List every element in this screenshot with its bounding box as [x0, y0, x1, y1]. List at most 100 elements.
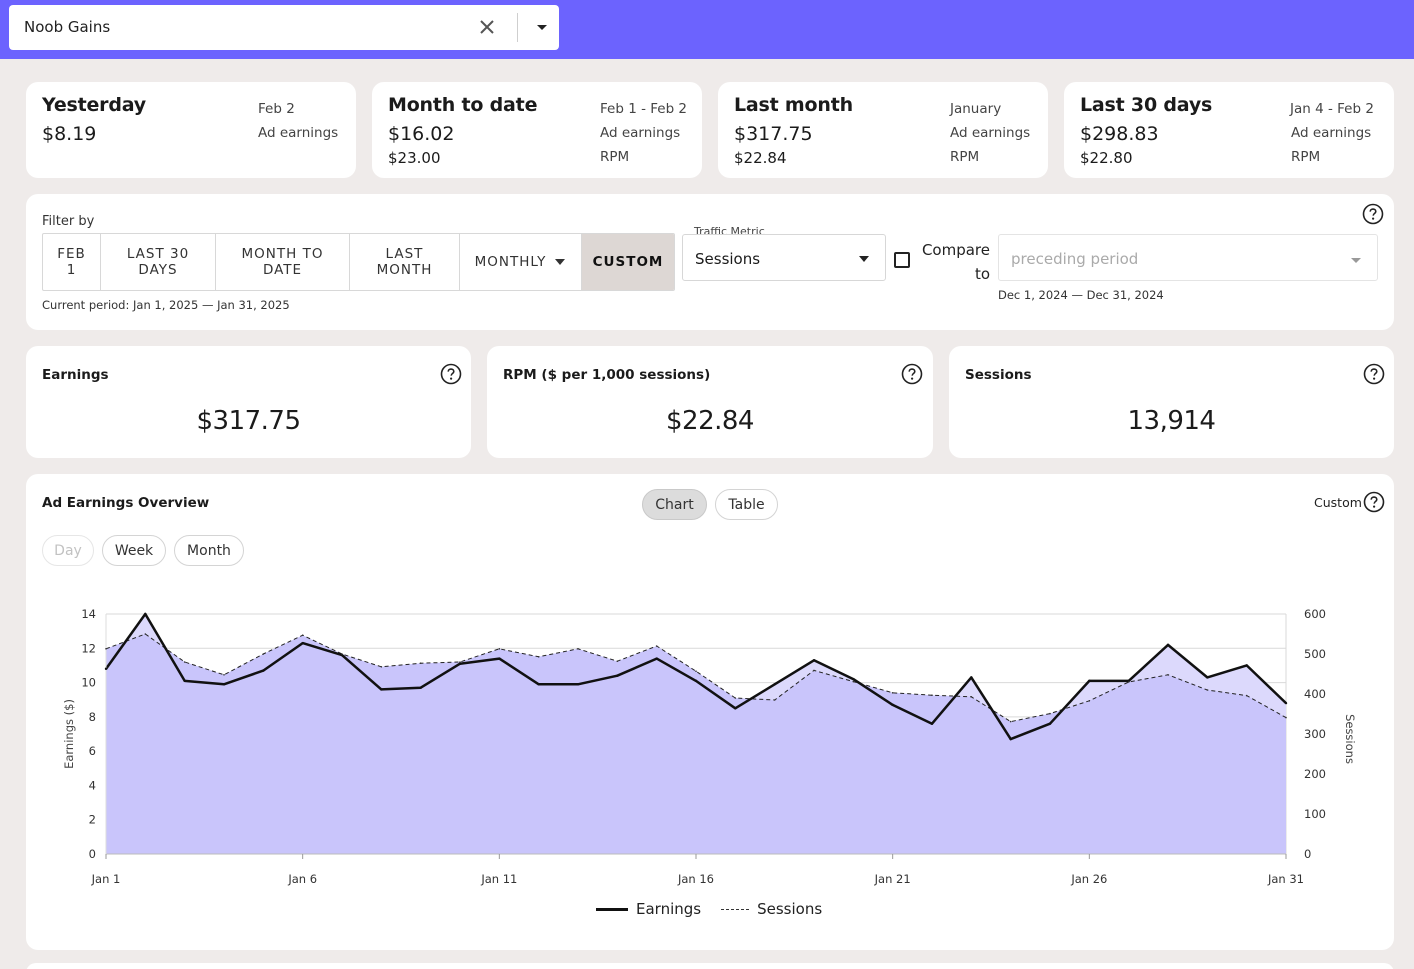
- summary-value: $16.02: [388, 123, 455, 145]
- button-label-line: FEB: [57, 246, 86, 262]
- site-selector[interactable]: Noob Gains: [9, 5, 559, 50]
- compare-checkbox[interactable]: [894, 252, 910, 268]
- sessions-point: [459, 661, 461, 663]
- summary-label-rpm: RPM: [950, 149, 980, 165]
- stat-title: Sessions: [965, 367, 1032, 383]
- help-icon[interactable]: [440, 363, 462, 385]
- button-label: CUSTOM: [592, 254, 664, 270]
- sessions-point: [105, 648, 107, 650]
- earnings-point: [537, 683, 540, 686]
- y2-tick-label: 400: [1304, 687, 1326, 701]
- period-monthly-dropdown[interactable]: MONTHLY: [460, 234, 582, 290]
- sessions-point: [1049, 712, 1051, 715]
- sessions-point: [852, 680, 855, 683]
- help-icon[interactable]: [901, 363, 923, 385]
- earnings-point: [340, 653, 344, 657]
- pill-label: Week: [114, 542, 154, 559]
- summary-value: $8.19: [42, 123, 97, 145]
- earnings-point: [1206, 676, 1209, 679]
- summary-card-month-to-date: Month to date $16.02 $23.00 Feb 1 - Feb …: [372, 82, 702, 178]
- summary-rpm-value: $22.84: [734, 149, 787, 167]
- clear-icon[interactable]: [476, 16, 498, 38]
- summary-title: Last month: [734, 94, 853, 116]
- traffic-metric-select[interactable]: Sessions: [682, 234, 886, 281]
- earnings-point: [1166, 643, 1170, 647]
- help-icon[interactable]: [1362, 203, 1384, 225]
- granularity-month-button[interactable]: Month: [174, 535, 244, 566]
- earnings-point: [1088, 679, 1091, 683]
- current-period-text: Current period: Jan 1, 2025 — Jan 31, 20…: [42, 298, 290, 312]
- earnings-point: [104, 667, 108, 671]
- tab-table[interactable]: Table: [715, 489, 778, 520]
- period-month-to-date-button[interactable]: MONTH TO DATE: [216, 234, 350, 290]
- summary-range: Feb 1 - Feb 2: [600, 101, 688, 117]
- sessions-point: [655, 645, 658, 647]
- tab-chart[interactable]: Chart: [642, 489, 707, 520]
- button-label-line: MONTH TO: [241, 246, 324, 262]
- summary-label-earnings: Ad earnings: [950, 125, 1031, 141]
- earnings-chart: 0 2 4 6 8 10 12 14 0 100 200 300 400 500 600 Jan 1 Jan 6…: [62, 607, 1357, 886]
- help-icon[interactable]: [1363, 491, 1385, 513]
- x-tick-label: Jan 1: [91, 872, 121, 886]
- compare-period-text: Dec 1, 2024 — Dec 31, 2024: [998, 288, 1164, 302]
- sessions-point: [262, 653, 265, 655]
- summary-range: January: [950, 101, 1002, 117]
- earnings-point: [694, 679, 698, 683]
- summary-title: Yesterday: [42, 94, 146, 116]
- compare-period-select[interactable]: preceding period: [998, 234, 1378, 281]
- chevron-down-icon[interactable]: [532, 17, 552, 37]
- period-last-month-button[interactable]: LAST MONTH: [350, 234, 460, 290]
- period-custom-button[interactable]: CUSTOM: [582, 234, 674, 290]
- sessions-point: [577, 648, 579, 650]
- sessions-point: [341, 653, 343, 655]
- x-tick-label: Jan 6: [287, 872, 317, 886]
- earnings-point: [498, 657, 501, 660]
- x-tick-label: Jan 31: [1267, 872, 1304, 886]
- stat-value: 13,914: [1127, 406, 1216, 436]
- stat-card-earnings: Earnings $317.75: [26, 346, 471, 458]
- button-label-line: DAYS: [138, 262, 178, 278]
- period-button-group: FEB 1 LAST 30 DAYS MONTH TO DATE LAST MONTH …: [42, 233, 675, 291]
- y-tick-label: 2: [89, 813, 96, 827]
- earnings-point: [616, 674, 619, 677]
- sessions-point: [537, 656, 540, 658]
- selector-divider: [517, 13, 518, 42]
- y-tick-label: 4: [89, 778, 96, 792]
- y2-tick-label: 100: [1304, 807, 1326, 821]
- earnings-point: [734, 707, 737, 710]
- sessions-point: [380, 666, 383, 668]
- next-card-edge: [26, 963, 1394, 969]
- y2-tick-label: 0: [1304, 847, 1311, 861]
- earnings-point: [183, 679, 186, 683]
- summary-rpm-value: $22.80: [1080, 149, 1133, 167]
- earnings-point: [301, 641, 304, 645]
- button-label-line: 1: [66, 262, 77, 278]
- summary-range: Jan 4 - Feb 2: [1290, 101, 1374, 117]
- summary-range: Feb 2: [258, 101, 295, 117]
- y2-tick-label: 500: [1304, 647, 1326, 661]
- period-feb-1-button[interactable]: FEB 1: [43, 234, 101, 290]
- caret-down-icon: [1351, 258, 1361, 263]
- help-icon[interactable]: [1363, 363, 1385, 385]
- summary-title: Month to date: [388, 94, 538, 116]
- stat-card-sessions: Sessions 13,914: [949, 346, 1394, 458]
- summary-value: $298.83: [1080, 123, 1159, 145]
- stat-title: RPM ($ per 1,000 sessions): [503, 367, 711, 383]
- caret-down-icon: [555, 259, 566, 265]
- tab-label: Table: [728, 496, 765, 513]
- granularity-day-button[interactable]: Day: [42, 535, 94, 566]
- compare-label-line: to: [974, 265, 990, 283]
- period-last-30-days-button[interactable]: LAST 30 DAYS: [101, 234, 216, 290]
- sessions-point: [970, 696, 973, 698]
- earnings-point: [1284, 701, 1288, 705]
- summary-label-rpm: RPM: [600, 149, 630, 165]
- sessions-area: [106, 634, 1286, 854]
- summary-card-last-30-days: Last 30 days $298.83 $22.80 Jan 4 - Feb …: [1064, 82, 1394, 178]
- earnings-point: [891, 703, 894, 707]
- sessions-point: [1245, 694, 1248, 697]
- earnings-point: [1048, 722, 1052, 725]
- granularity-week-button[interactable]: Week: [102, 535, 166, 566]
- button-label-line: DATE: [262, 262, 303, 278]
- x-tick-label: Jan 16: [677, 872, 714, 886]
- earnings-point: [930, 722, 934, 725]
